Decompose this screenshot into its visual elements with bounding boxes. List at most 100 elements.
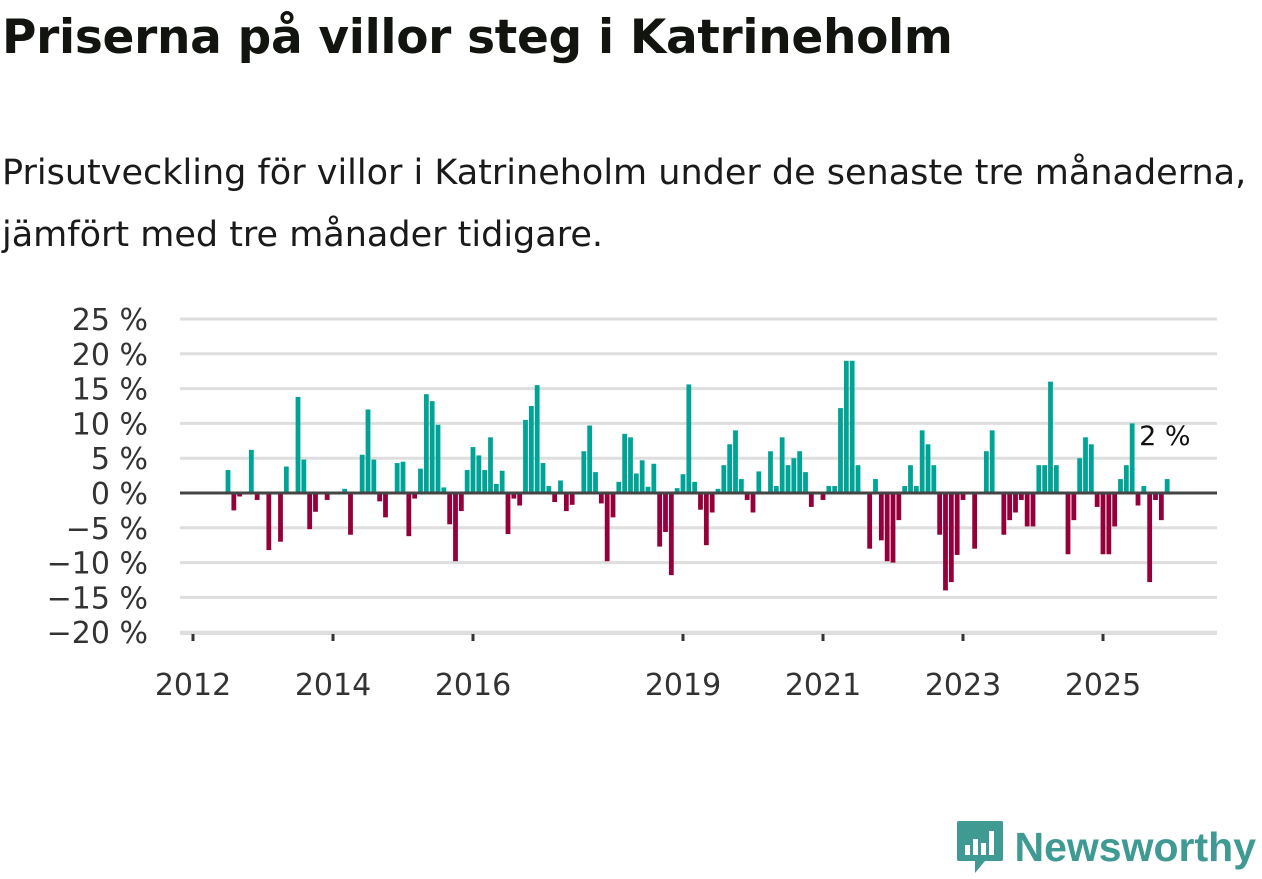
bar: [1042, 465, 1048, 493]
bar: [517, 493, 523, 506]
bar: [1088, 444, 1094, 493]
bar: [587, 425, 593, 493]
bar: [838, 408, 843, 493]
bar: [639, 460, 645, 493]
bar: [348, 493, 353, 535]
bar: [884, 493, 890, 562]
bar: [558, 480, 563, 493]
bar: [733, 430, 738, 493]
bar: [231, 493, 237, 511]
bar: [1135, 493, 1141, 506]
last-value-label: 2 %: [1139, 421, 1190, 452]
bar: [266, 493, 272, 551]
bar: [1024, 493, 1030, 527]
bar: [785, 465, 791, 493]
chart-subtitle: Prisutveckling för villor i Katrineholm …: [2, 153, 1247, 255]
bar: [779, 437, 785, 493]
y-axis-labels: 25 %20 %15 %10 %5 %0 %−5 %−10 %−15 %−20 …: [47, 303, 148, 651]
bar: [1147, 493, 1153, 583]
x-tick-label: 2019: [645, 668, 721, 703]
bar: [692, 481, 698, 493]
bar: [972, 493, 978, 549]
x-tick-label: 2016: [435, 668, 511, 703]
bar: [820, 493, 826, 500]
bar: [1036, 465, 1042, 493]
bar: [447, 493, 453, 525]
bar: [616, 481, 622, 493]
bar: [1053, 465, 1059, 493]
bar: [254, 493, 260, 500]
bar: [1129, 423, 1135, 493]
bar: [954, 493, 960, 555]
bar: [756, 471, 762, 493]
bar: [896, 493, 902, 521]
bar: [394, 463, 400, 493]
bar: [359, 454, 365, 493]
newsworthy-logo-icon: [956, 821, 1003, 873]
bar: [598, 493, 604, 504]
bar: [1048, 381, 1053, 493]
bar: [499, 470, 505, 493]
bar: [931, 465, 937, 493]
bar: [768, 451, 773, 493]
bar: [342, 488, 348, 493]
bar: [1123, 465, 1129, 493]
y-tick-label: 25 %: [72, 303, 148, 338]
bar: [278, 493, 283, 542]
bar: [651, 463, 657, 493]
bars: [225, 360, 1170, 591]
x-tick-label: 2025: [1065, 668, 1141, 703]
bar: [633, 473, 639, 493]
bar: [674, 488, 680, 493]
bar: [960, 493, 966, 500]
bar: [657, 493, 663, 547]
y-tick-label: −15 %: [47, 581, 148, 616]
bar: [686, 384, 692, 493]
bar: [855, 465, 861, 493]
bar: [237, 493, 243, 497]
x-axis: 2012 2014 2016 2019 2021 2023 2025: [155, 633, 1217, 703]
bar: [1077, 458, 1083, 493]
bar: [1007, 493, 1013, 521]
bar: [365, 409, 371, 493]
y-tick-label: 20 %: [72, 338, 148, 373]
bar: [377, 493, 383, 502]
bar: [750, 493, 756, 513]
x-tick-label: 2023: [925, 668, 1001, 703]
bar: [383, 493, 388, 518]
bar: [948, 493, 954, 583]
bar: [668, 493, 674, 576]
bar: [412, 493, 418, 499]
bar: [843, 360, 849, 493]
bar: [1100, 493, 1106, 555]
bar: [1153, 493, 1158, 500]
bar-chart: 25 %20 %15 %10 %5 %0 %−5 %−10 %−15 %−20 …: [47, 303, 1217, 703]
bar: [867, 493, 873, 549]
bar: [878, 493, 884, 541]
bar: [406, 493, 412, 537]
bar: [808, 493, 814, 507]
bar: [307, 493, 313, 530]
bar: [727, 444, 733, 493]
x-tick-label: 2012: [155, 668, 231, 703]
y-tick-label: −5 %: [66, 512, 148, 547]
bar: [540, 463, 546, 493]
bar: [1106, 493, 1112, 555]
bar: [1001, 493, 1007, 535]
bar: [482, 470, 488, 493]
bar: [908, 465, 913, 493]
x-tick-label: 2014: [295, 668, 371, 703]
x-tick-label: 2021: [785, 668, 861, 703]
bar: [581, 451, 587, 493]
bar: [371, 459, 377, 493]
bar: [1141, 486, 1147, 493]
bar: [744, 493, 750, 500]
bar: [943, 493, 948, 591]
bar: [925, 444, 931, 493]
bar: [902, 486, 908, 493]
bar: [295, 396, 301, 493]
bar: [738, 479, 744, 493]
bar: [324, 493, 330, 500]
bar: [418, 468, 423, 493]
bar: [715, 488, 721, 493]
